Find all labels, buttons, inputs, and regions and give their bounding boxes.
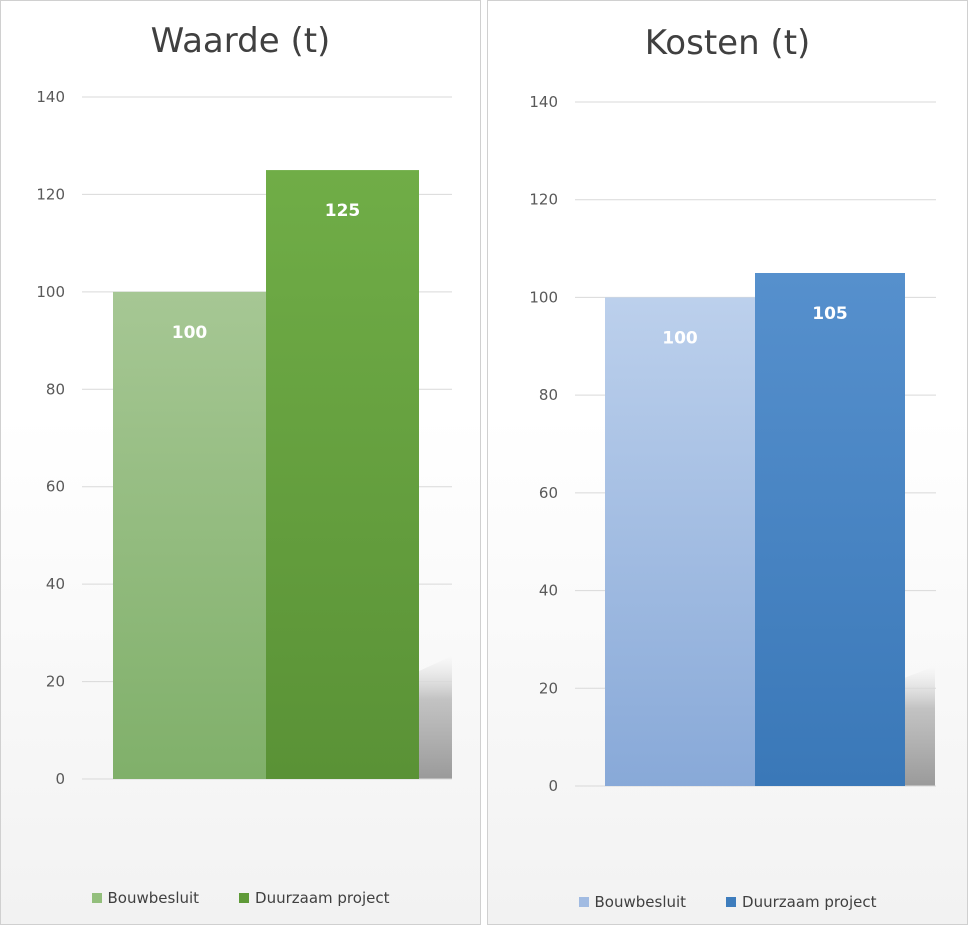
legend-swatch: [578, 897, 589, 907]
bar-shadow: [904, 666, 935, 786]
y-tick-label: 40: [539, 582, 558, 600]
bar: [605, 297, 755, 786]
legend-item-bouwbesluit: Bouwbesluit: [91, 889, 200, 907]
bar: [113, 291, 266, 779]
y-tick-label: 40: [46, 575, 65, 593]
y-tick-label: 20: [539, 679, 558, 697]
chart-plot-waarde: 0 20 40 60 80 100 120 140 100 125: [36, 88, 452, 788]
chart-title: Kosten (t): [644, 23, 811, 63]
bar: [266, 170, 419, 780]
y-tick-label: 140: [36, 88, 65, 106]
legend-item-bouwbesluit: Bouwbesluit: [578, 893, 687, 911]
y-tick-label: 100: [36, 283, 65, 301]
data-label: 105: [812, 304, 848, 324]
chart-title: Waarde (t): [150, 21, 331, 61]
legend-label: Bouwbesluit: [107, 889, 200, 907]
y-tick-label: 100: [529, 288, 558, 306]
y-tick-label: 60: [539, 484, 558, 502]
y-tick-label: 80: [539, 386, 558, 404]
y-tick-label: 60: [46, 478, 65, 496]
legend-item-duurzaam-project: Duurzaam project: [239, 889, 389, 907]
legend-label: Bouwbesluit: [594, 893, 687, 911]
data-label: 100: [662, 328, 698, 348]
legend-label: Duurzaam project: [742, 893, 877, 911]
legend-swatch: [91, 893, 102, 903]
data-label: 100: [172, 323, 208, 343]
legend: Bouwbesluit Duurzaam project: [1, 889, 480, 907]
y-tick-label: 20: [46, 673, 65, 691]
legend-swatch: [239, 893, 250, 903]
chart-panel-kosten: Kosten (t) 0 20 40 60 80 100 120 140 100 105 Bou…: [487, 0, 968, 925]
bar: [755, 273, 905, 786]
data-label: 125: [325, 201, 361, 221]
bar-shadow: [419, 656, 452, 779]
legend-swatch: [726, 897, 737, 907]
y-tick-label: 0: [55, 770, 65, 788]
chart-plot-kosten: 0 20 40 60 80 100 120 140 100 105: [529, 93, 936, 795]
chart-panel-waarde: Waarde (t) 0 20 40 60 80 100 120 140 100 125 Bou…: [0, 0, 481, 925]
legend-item-duurzaam-project: Duurzaam project: [726, 893, 876, 911]
y-tick-label: 0: [548, 777, 558, 795]
y-tick-label: 120: [36, 185, 65, 203]
y-tick-label: 140: [529, 93, 558, 111]
y-tick-label: 80: [46, 380, 65, 398]
legend: Bouwbesluit Duurzaam project: [488, 893, 967, 911]
legend-label: Duurzaam project: [255, 889, 390, 907]
y-tick-label: 120: [529, 191, 558, 209]
